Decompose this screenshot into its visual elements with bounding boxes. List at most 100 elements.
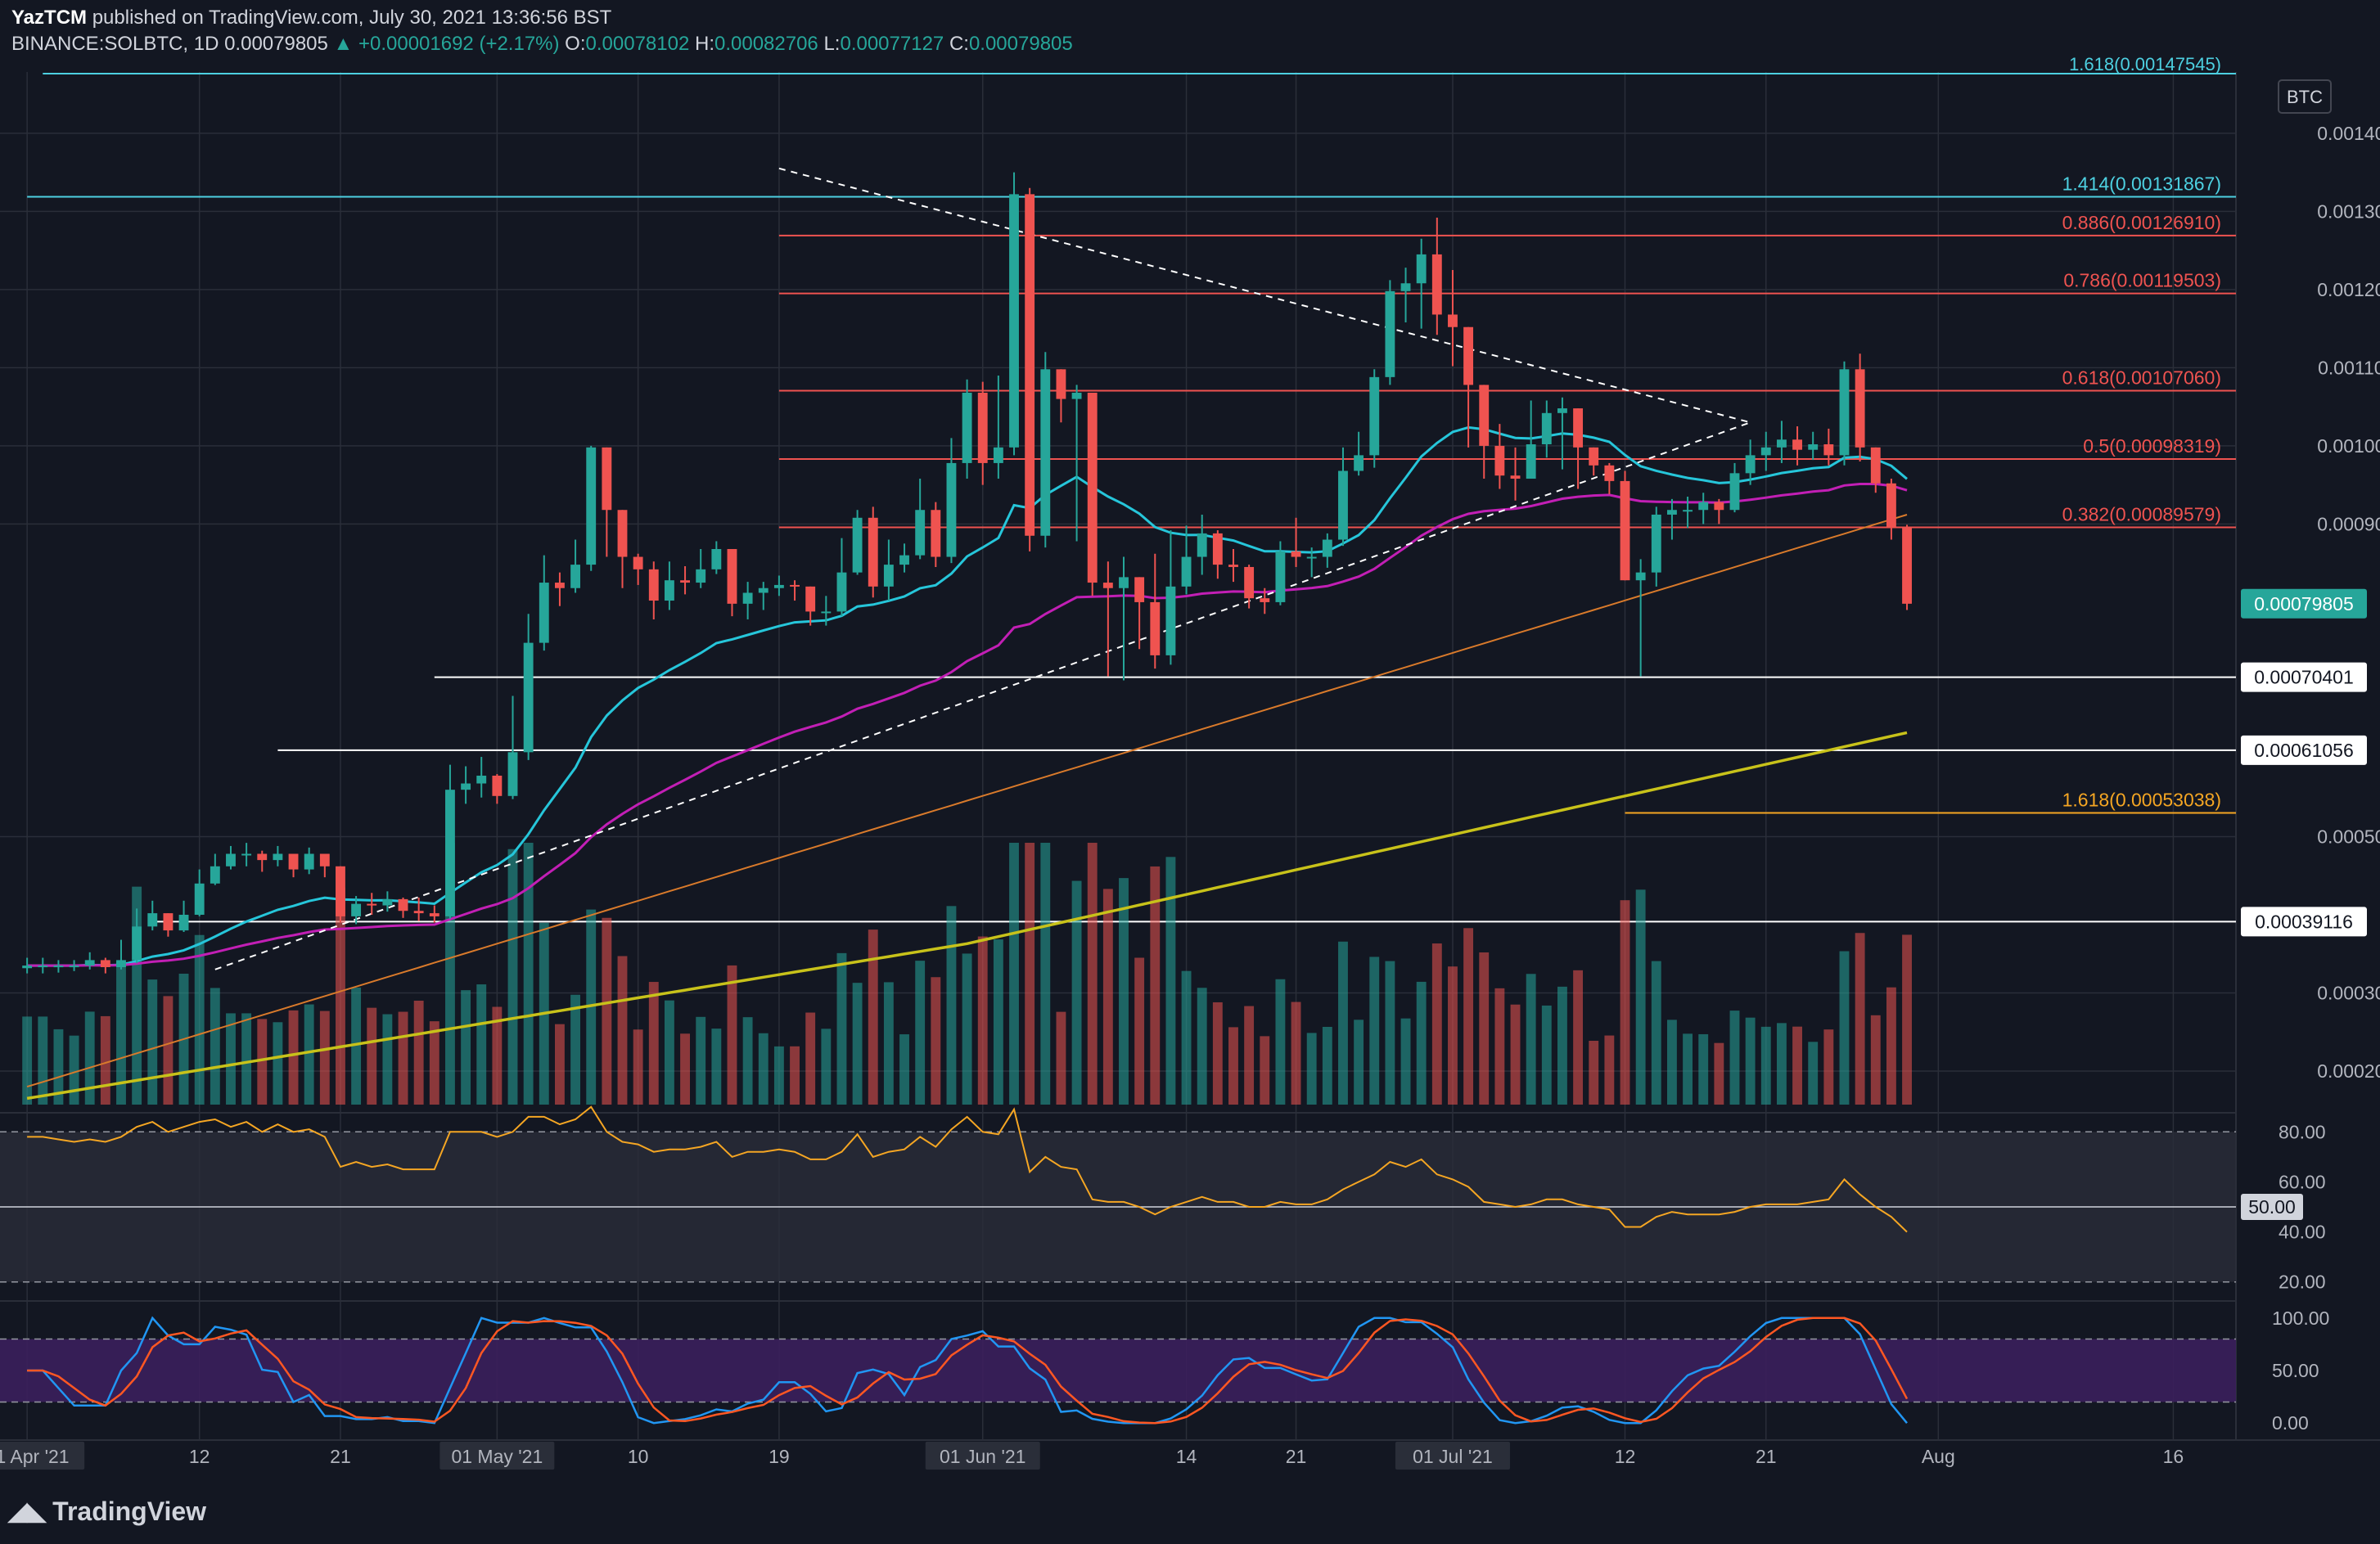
volume-bar: [1212, 1002, 1223, 1105]
volume-bar: [1165, 857, 1176, 1105]
volume-bar: [1714, 1042, 1724, 1105]
candle-body: [1698, 502, 1709, 511]
candle-body: [1134, 577, 1145, 602]
volume-bar: [523, 843, 534, 1105]
candle-body: [304, 853, 314, 870]
publish-line: YazTCM published on TradingView.com, Jul…: [11, 5, 1073, 31]
volume-bar: [1134, 957, 1145, 1105]
candle-body: [1494, 445, 1505, 476]
candle-body: [1792, 439, 1802, 450]
tradingview-logo[interactable]: ◢◣ TradingView: [8, 1491, 206, 1532]
x-tick-label: 19: [769, 1446, 790, 1467]
volume-bar: [1839, 951, 1850, 1105]
volume-bar: [1886, 987, 1896, 1105]
volume-bar: [899, 1034, 909, 1105]
x-tick-label: 12: [1615, 1446, 1636, 1467]
rsi-pane: 80.00 60.00 40.00 20.00 50.00: [0, 1105, 2326, 1293]
volume-bar: [351, 987, 362, 1105]
volume-bar: [977, 936, 988, 1105]
fib-levels: 1.618(0.00147545) 1.414(0.00131867) 0.886(…: [27, 54, 2236, 923]
volume-bar: [805, 1012, 816, 1105]
candle-body: [821, 611, 832, 614]
candle-body: [382, 898, 393, 906]
candle-body: [210, 866, 220, 884]
volume-bar: [507, 849, 518, 1105]
candle-body: [1260, 598, 1270, 602]
descending-trendline: [778, 167, 1751, 424]
x-tick-box: [0, 1442, 85, 1470]
candle-body: [1666, 510, 1677, 515]
candles[interactable]: [22, 172, 1912, 974]
volume-bar: [617, 956, 628, 1105]
candle-body: [69, 966, 79, 968]
volume-bar: [1150, 866, 1161, 1105]
candle-body: [1510, 475, 1521, 479]
candle-body: [1760, 447, 1771, 456]
support-price-tag: [2241, 907, 2367, 937]
fib-label: 1.414(0.00131867): [2062, 173, 2221, 195]
rsi-tick-label: 20.00: [2279, 1272, 2326, 1293]
candle-body: [1902, 528, 1912, 604]
fib-label: 0.618(0.00107060): [2062, 367, 2221, 388]
trendlines: [214, 167, 1751, 970]
open-value: 0.00078102: [585, 33, 690, 55]
publisher-name[interactable]: YazTCM: [11, 7, 88, 29]
x-tick-box: [439, 1442, 555, 1470]
x-tick-label: 01 Jul '21: [1413, 1446, 1493, 1467]
candle-body: [1823, 444, 1834, 456]
candle-body: [1526, 444, 1536, 479]
volume-bar: [1040, 843, 1051, 1105]
volume-bar: [742, 1017, 753, 1105]
volume-bar: [413, 1000, 424, 1105]
candle-body: [1369, 376, 1380, 456]
close-label: C:: [949, 33, 969, 55]
candle-body: [1119, 577, 1129, 588]
candle-body: [1275, 551, 1286, 602]
y-axis[interactable]: BTC 0.00140000 0.00130000 0.00120000 0.00110…: [2241, 79, 2380, 1082]
candle-body: [1683, 510, 1693, 512]
volume-bar: [758, 1033, 769, 1105]
volume-bar: [1557, 986, 1567, 1105]
fib-label-top: 1.618(0.00147545): [2069, 54, 2221, 74]
symbol-label[interactable]: BINANCE:SOLBTC, 1D: [11, 33, 219, 55]
candle-body: [1385, 290, 1395, 377]
candle-body: [53, 966, 64, 968]
volume-bar: [1479, 952, 1490, 1105]
volume-bar: [1056, 1011, 1066, 1105]
open-label: O:: [565, 33, 586, 55]
y-tick-label: 0.00140000: [2317, 123, 2380, 144]
x-tick-label: 12: [189, 1446, 210, 1467]
volume-bar: [915, 961, 926, 1105]
candle-body: [1776, 439, 1787, 448]
volume-bar: [1792, 1026, 1802, 1105]
volume-bar: [382, 1014, 393, 1105]
volume-bar: [664, 1000, 674, 1105]
volume-bar: [1683, 1033, 1693, 1105]
candle-body: [1009, 194, 1019, 448]
volume-bar: [773, 1046, 784, 1105]
volume-bar: [288, 1010, 299, 1105]
candle-body: [523, 642, 534, 753]
candle-body: [1087, 392, 1098, 583]
candle-body: [1025, 194, 1035, 536]
volume-bar: [210, 988, 220, 1105]
volume-bar: [931, 977, 941, 1105]
volume-bar: [586, 909, 597, 1105]
candle-body: [773, 584, 784, 588]
x-tick-label: 01 Jun '21: [940, 1446, 1025, 1467]
candle-body: [899, 555, 909, 565]
volume-bar: [241, 1013, 252, 1105]
candle-body: [241, 853, 252, 856]
rsi-current-tag: [2241, 1194, 2303, 1220]
ema-50-line: [27, 483, 1908, 967]
volume-bar: [1322, 1027, 1332, 1105]
volume-bar: [727, 965, 737, 1105]
volume-bar: [1510, 1004, 1521, 1105]
current-price-label: 0.00079805: [2254, 593, 2354, 614]
candle-body: [461, 783, 471, 790]
low-value: 0.00077127: [840, 33, 944, 55]
x-axis[interactable]: 01 Apr '21 12 21 01 May '21 10 19 01 Jun '21 14…: [0, 1442, 2184, 1470]
